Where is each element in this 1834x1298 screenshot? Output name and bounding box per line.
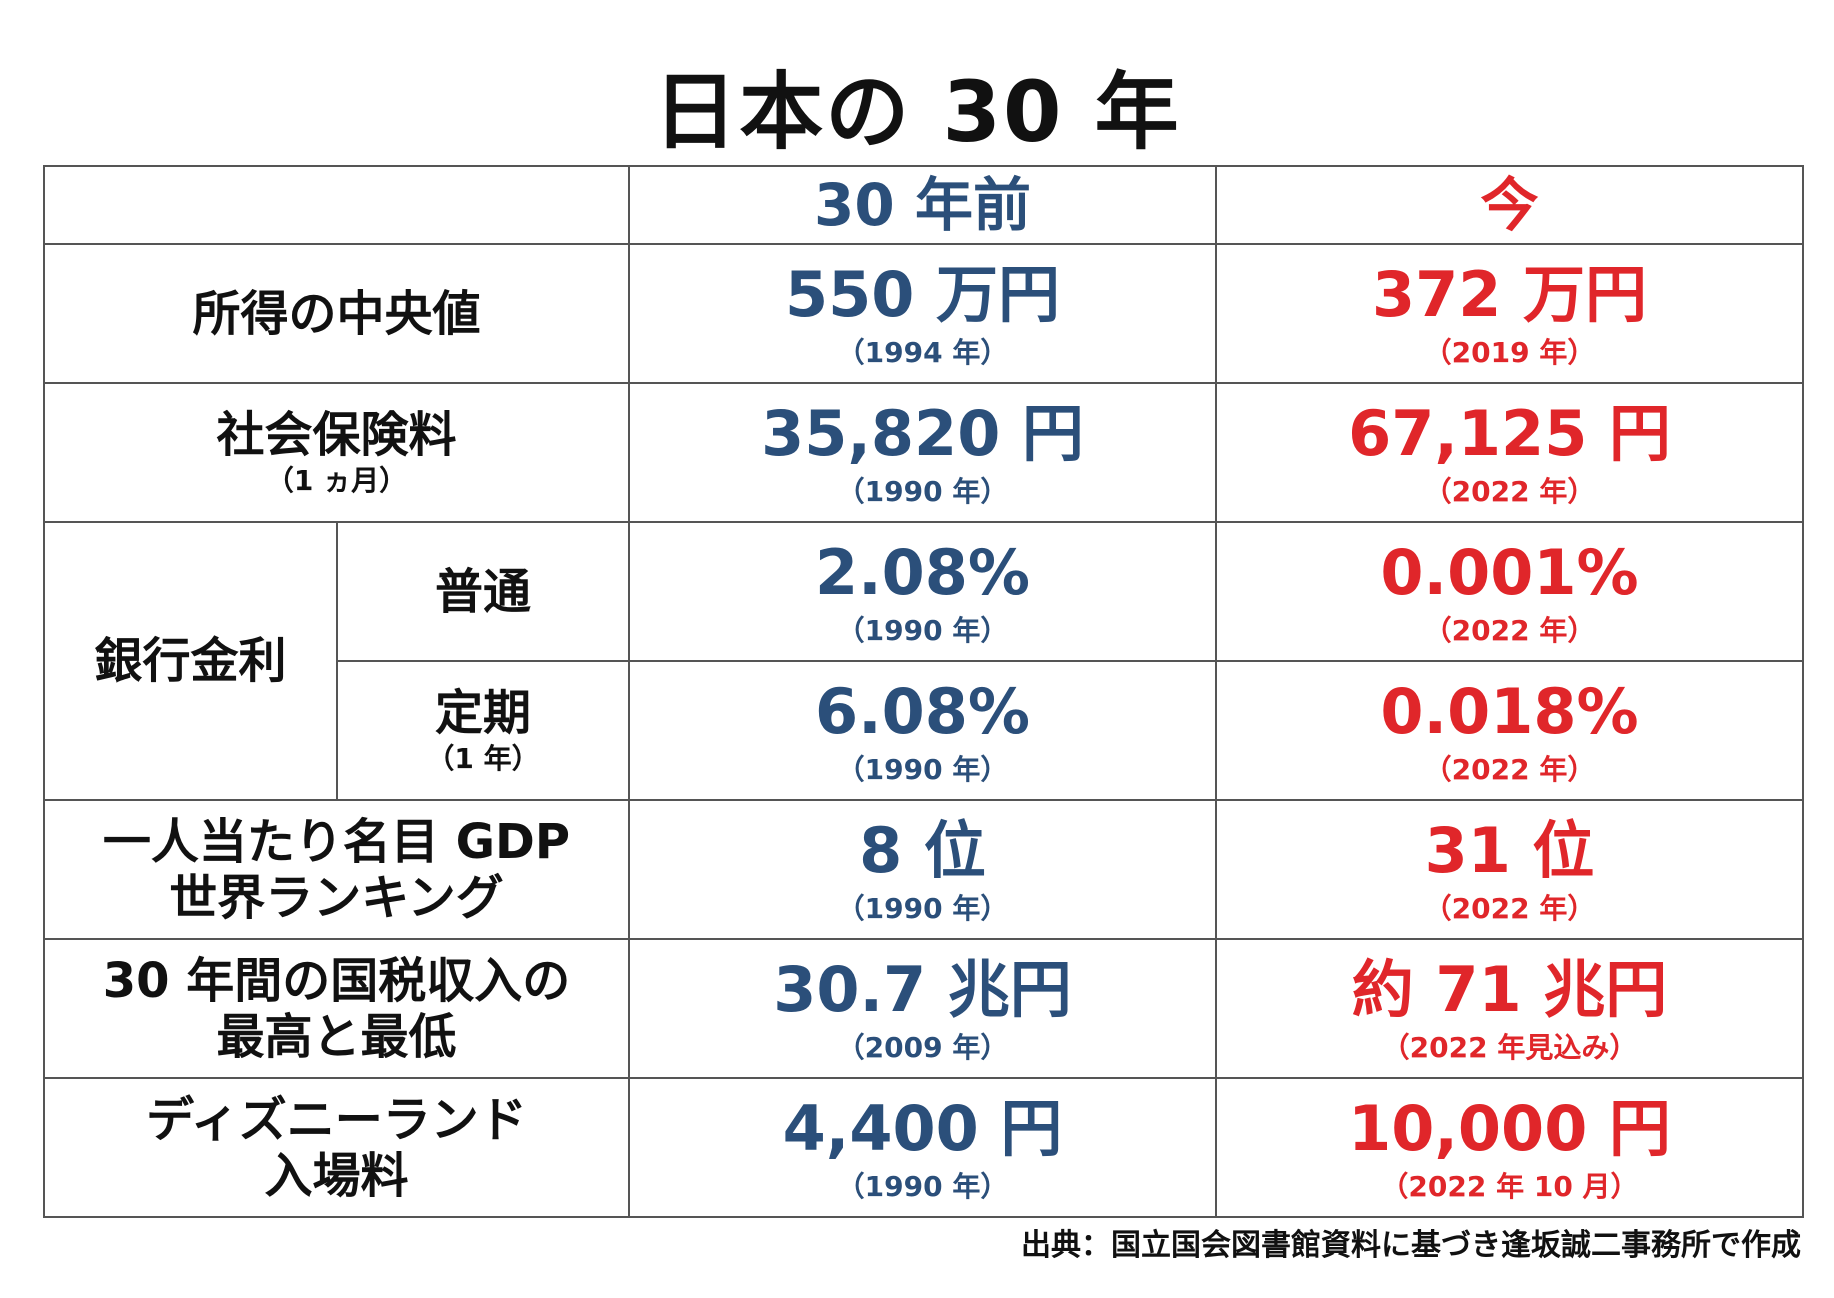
past-value-cell: 2.08% （1990 年） xyxy=(628,521,1217,662)
row-label-cell: 30 年間の国税収入の 最高と最低 xyxy=(43,938,630,1079)
past-value-cell: 35,820 円 （1990 年） xyxy=(628,382,1217,523)
income-past-value: 550 万円 xyxy=(784,257,1060,331)
gdp-label-line2: 世界ランキング xyxy=(169,869,504,926)
gdp-label-line1: 一人当たり名目 GDP xyxy=(102,813,571,870)
disney-label-line2: 入場料 xyxy=(264,1147,409,1204)
bank-ordinary-past-year: （1990 年） xyxy=(836,613,1009,647)
table-row-income: 所得の中央値 550 万円 （1994 年） 372 万円 （2019 年） xyxy=(43,243,1804,384)
sub-label-cell: 定期 （1 年） xyxy=(336,660,630,801)
past-value-cell: 8 位 （1990 年） xyxy=(628,799,1217,940)
social-insurance-past-year: （1990 年） xyxy=(836,474,1009,508)
tax-now-value: 約 71 兆円 xyxy=(1351,952,1668,1026)
bank-ordinary-past-value: 2.08% xyxy=(814,535,1031,609)
header-now-label: 今 xyxy=(1480,171,1539,239)
bank-ordinary-now-value: 0.001% xyxy=(1380,535,1639,609)
bank-rate-label: 銀行金利 xyxy=(94,633,287,689)
now-value-cell: 372 万円 （2019 年） xyxy=(1215,243,1804,384)
now-value-cell: 67,125 円 （2022 年） xyxy=(1215,382,1804,523)
social-insurance-now-year: （2022 年） xyxy=(1423,474,1596,508)
comparison-table: 30 年前 今 所得の中央値 550 万円 （1994 年） 372 万円 （2… xyxy=(43,165,1804,1218)
header-now-cell: 今 xyxy=(1215,165,1804,245)
past-value-cell: 550 万円 （1994 年） xyxy=(628,243,1217,384)
gdp-now-value: 31 位 xyxy=(1424,813,1595,887)
header-past-cell: 30 年前 xyxy=(628,165,1217,245)
bank-fixed-past-year: （1990 年） xyxy=(836,752,1009,786)
bank-rate-label-cell: 銀行金利 xyxy=(43,521,338,801)
page-title: 日本の 30 年 xyxy=(653,63,1181,161)
disney-label-line1: ディズニーランド xyxy=(146,1091,527,1148)
tax-label-line1: 30 年間の国税収入の xyxy=(102,952,571,1009)
tax-now-year: （2022 年見込み） xyxy=(1381,1030,1638,1064)
social-insurance-past-value: 35,820 円 xyxy=(761,396,1084,470)
bank-fixed-now-year: （2022 年） xyxy=(1423,752,1596,786)
past-value-cell: 4,400 円 （1990 年） xyxy=(628,1077,1217,1218)
now-value-cell: 0.001% （2022 年） xyxy=(1215,521,1804,662)
now-value-cell: 10,000 円 （2022 年 10 月） xyxy=(1215,1077,1804,1218)
header-empty-cell xyxy=(43,165,630,245)
row-label-cell: 社会保険料 （1 ヵ月） xyxy=(43,382,630,523)
row-label-cell: 一人当たり名目 GDP 世界ランキング xyxy=(43,799,630,940)
disney-past-year: （1990 年） xyxy=(836,1169,1009,1203)
social-insurance-label: 社会保険料 xyxy=(216,406,457,463)
income-now-value: 372 万円 xyxy=(1371,257,1647,331)
table-row-bank-ordinary: 銀行金利 普通 2.08% （1990 年） 0.001% （2022 年） xyxy=(43,521,1804,801)
bank-fixed-now-value: 0.018% xyxy=(1380,674,1639,748)
bank-fixed-label: 定期 xyxy=(434,684,531,741)
bank-fixed-sublabel: （1 年） xyxy=(426,741,540,775)
now-value-cell: 31 位 （2022 年） xyxy=(1215,799,1804,940)
disney-now-value: 10,000 円 xyxy=(1348,1091,1671,1165)
tax-past-year: （2009 年） xyxy=(836,1030,1009,1064)
bank-fixed-past-value: 6.08% xyxy=(814,674,1031,748)
bank-ordinary-now-year: （2022 年） xyxy=(1423,613,1596,647)
now-value-cell: 0.018% （2022 年） xyxy=(1215,660,1804,801)
income-now-year: （2019 年） xyxy=(1423,335,1596,369)
income-label: 所得の中央値 xyxy=(192,285,481,342)
tax-past-value: 30.7 兆円 xyxy=(773,952,1072,1026)
bank-ordinary-label: 普通 xyxy=(434,563,531,620)
disney-past-value: 4,400 円 xyxy=(782,1091,1063,1165)
row-label-cell: ディズニーランド 入場料 xyxy=(43,1077,630,1218)
table-row-social-insurance: 社会保険料 （1 ヵ月） 35,820 円 （1990 年） 67,125 円 … xyxy=(43,382,1804,523)
table-row-disney: ディズニーランド 入場料 4,400 円 （1990 年） 10,000 円 （… xyxy=(43,1077,1804,1218)
now-value-cell: 約 71 兆円 （2022 年見込み） xyxy=(1215,938,1804,1079)
past-value-cell: 6.08% （1990 年） xyxy=(628,660,1217,801)
table-row-gdp: 一人当たり名目 GDP 世界ランキング 8 位 （1990 年） 31 位 （2… xyxy=(43,799,1804,940)
tax-label-line2: 最高と最低 xyxy=(216,1008,457,1065)
gdp-past-value: 8 位 xyxy=(859,813,986,887)
row-label-cell: 所得の中央値 xyxy=(43,243,630,384)
table-row-tax: 30 年間の国税収入の 最高と最低 30.7 兆円 （2009 年） 約 71 … xyxy=(43,938,1804,1079)
social-insurance-now-value: 67,125 円 xyxy=(1348,396,1671,470)
source-note: 出典：国立国会図書館資料に基づき逢坂誠二事務所で作成 xyxy=(1021,1228,1801,1263)
header-past-label: 30 年前 xyxy=(814,171,1031,239)
past-value-cell: 30.7 兆円 （2009 年） xyxy=(628,938,1217,1079)
sub-label-cell: 普通 xyxy=(336,521,630,662)
table-row-bank-fixed: 定期 （1 年） 6.08% （1990 年） 0.018% （2022 年） xyxy=(44,660,1804,801)
table-header-row: 30 年前 今 xyxy=(43,165,1804,245)
disney-now-year: （2022 年 10 月） xyxy=(1380,1169,1639,1203)
income-past-year: （1994 年） xyxy=(836,335,1009,369)
social-insurance-sublabel: （1 ヵ月） xyxy=(265,463,408,497)
gdp-past-year: （1990 年） xyxy=(836,891,1009,925)
gdp-now-year: （2022 年） xyxy=(1423,891,1596,925)
